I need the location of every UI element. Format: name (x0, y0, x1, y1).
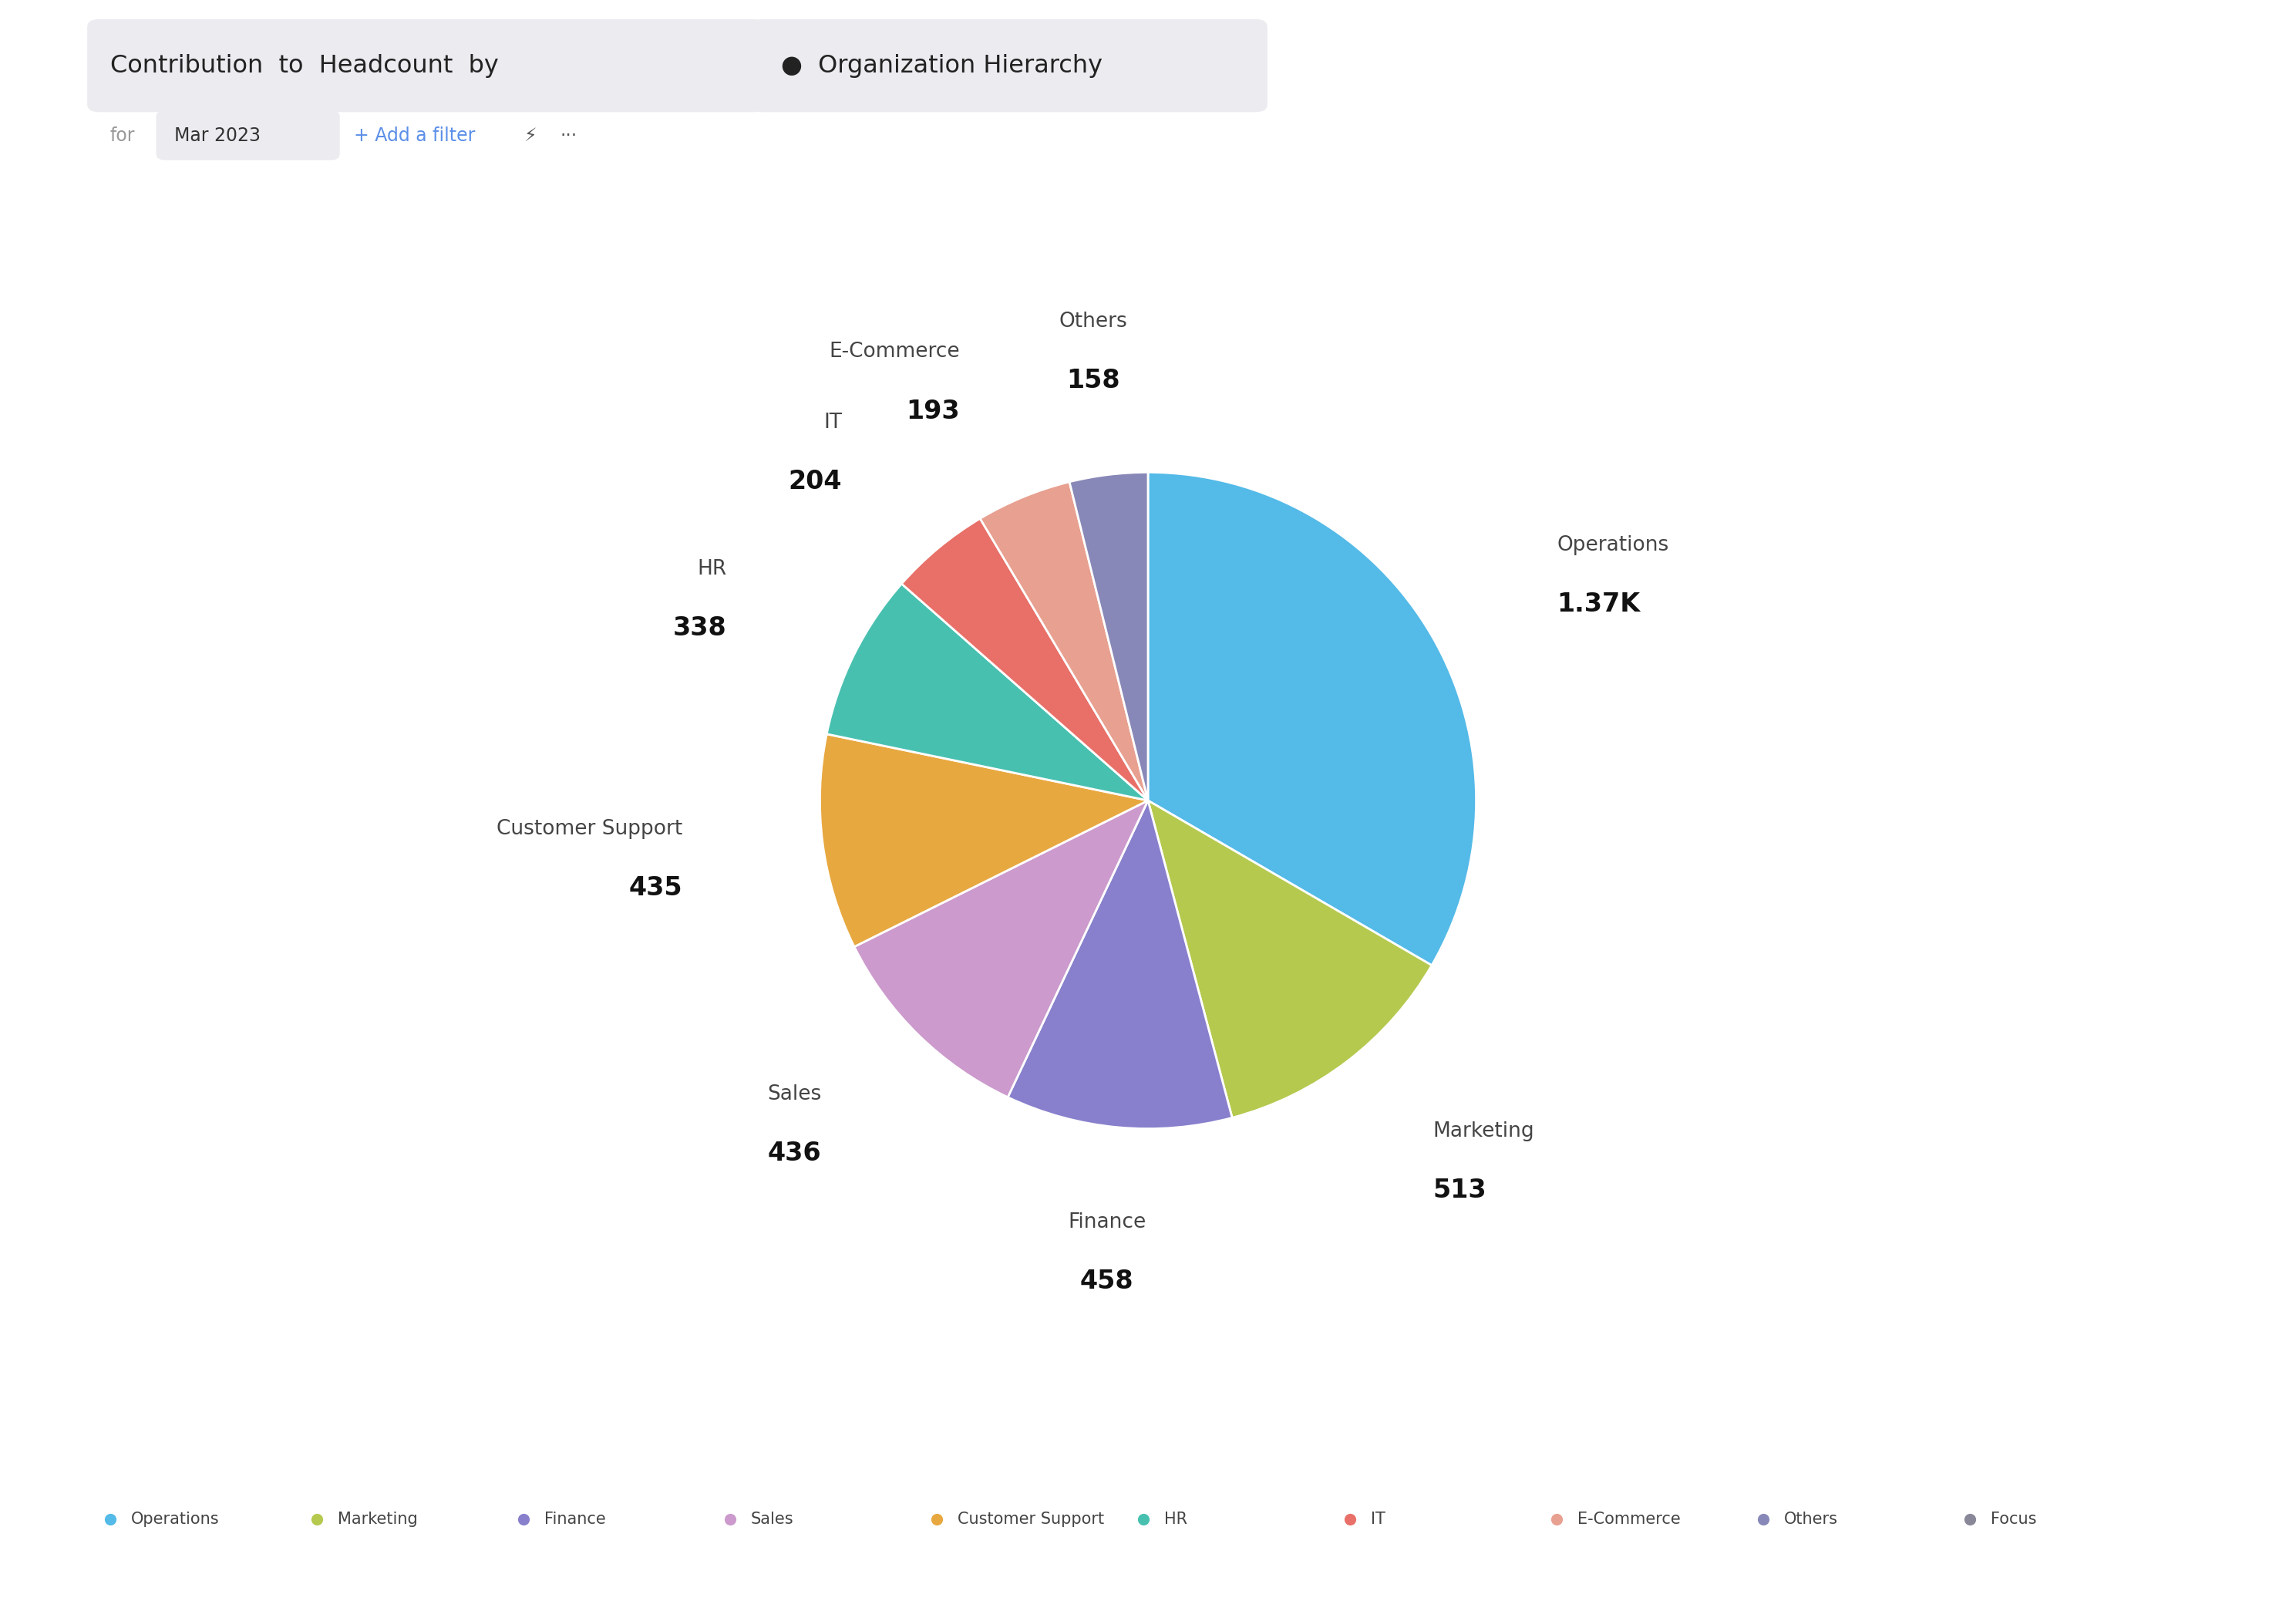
Text: Finance: Finance (1068, 1212, 1146, 1233)
Wedge shape (902, 519, 1148, 800)
Text: 435: 435 (629, 876, 682, 901)
Point (1848, 1375, 1885, 1401)
Wedge shape (820, 733, 1148, 946)
Text: 436: 436 (767, 1142, 822, 1166)
Text: E-Commerce: E-Commerce (829, 343, 960, 362)
Text: Finance: Finance (544, 1511, 606, 1527)
Text: 204: 204 (788, 469, 843, 495)
Text: Others: Others (1058, 311, 1127, 331)
Text: 193: 193 (907, 399, 960, 424)
Point (608, 1375, 645, 1401)
Text: Customer Support: Customer Support (496, 820, 682, 839)
Wedge shape (1148, 800, 1433, 1117)
Text: ●  Organization Hierarchy: ● Organization Hierarchy (781, 54, 1102, 77)
Text: Customer Support: Customer Support (957, 1511, 1104, 1527)
Text: Sales: Sales (751, 1511, 794, 1527)
Text: Marketing: Marketing (1433, 1121, 1534, 1142)
Wedge shape (827, 584, 1148, 800)
Text: ⚡: ⚡ (523, 126, 537, 146)
Text: 1.37K: 1.37K (1557, 591, 1639, 616)
Text: ···: ··· (560, 126, 576, 146)
Wedge shape (1148, 472, 1476, 965)
Text: Sales: Sales (767, 1084, 822, 1105)
Text: HR: HR (698, 559, 726, 580)
Text: IT: IT (1371, 1511, 1384, 1527)
Text: 158: 158 (1068, 368, 1120, 394)
Point (1228, 1375, 1265, 1401)
Text: Operations: Operations (131, 1511, 218, 1527)
Text: Mar 2023: Mar 2023 (174, 126, 262, 146)
Point (1642, 1375, 1678, 1401)
Point (815, 1375, 852, 1401)
Text: HR: HR (1164, 1511, 1187, 1527)
Point (402, 1375, 439, 1401)
Wedge shape (854, 800, 1148, 1097)
Text: IT: IT (824, 413, 843, 432)
Text: 458: 458 (1079, 1268, 1134, 1294)
Wedge shape (980, 482, 1148, 800)
Text: E-Commerce: E-Commerce (1577, 1511, 1681, 1527)
Point (1022, 1375, 1058, 1401)
Text: Focus: Focus (1991, 1511, 2037, 1527)
Wedge shape (1070, 472, 1148, 800)
Text: Others: Others (1784, 1511, 1839, 1527)
Text: Marketing: Marketing (338, 1511, 418, 1527)
Point (2055, 1375, 2092, 1401)
Wedge shape (1008, 800, 1233, 1129)
Text: for: for (110, 126, 135, 146)
Text: Contribution  to  Headcount  by: Contribution to Headcount by (110, 54, 498, 77)
Text: 338: 338 (673, 615, 726, 640)
Text: + Add a filter: + Add a filter (354, 126, 475, 146)
Text: Operations: Operations (1557, 535, 1669, 556)
Point (1435, 1375, 1472, 1401)
Point (195, 1375, 232, 1401)
Text: 513: 513 (1433, 1177, 1486, 1202)
